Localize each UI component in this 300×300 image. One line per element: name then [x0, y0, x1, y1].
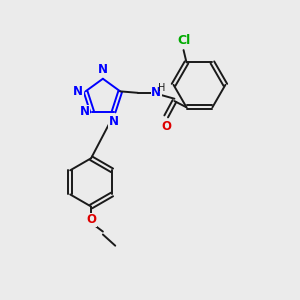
Text: O: O — [161, 120, 171, 133]
Text: N: N — [151, 86, 161, 99]
Text: O: O — [86, 213, 96, 226]
Text: N: N — [98, 63, 108, 76]
Text: N: N — [109, 115, 118, 128]
Text: H: H — [158, 82, 165, 92]
Text: N: N — [80, 105, 90, 118]
Text: N: N — [73, 85, 83, 98]
Text: Cl: Cl — [177, 34, 190, 46]
